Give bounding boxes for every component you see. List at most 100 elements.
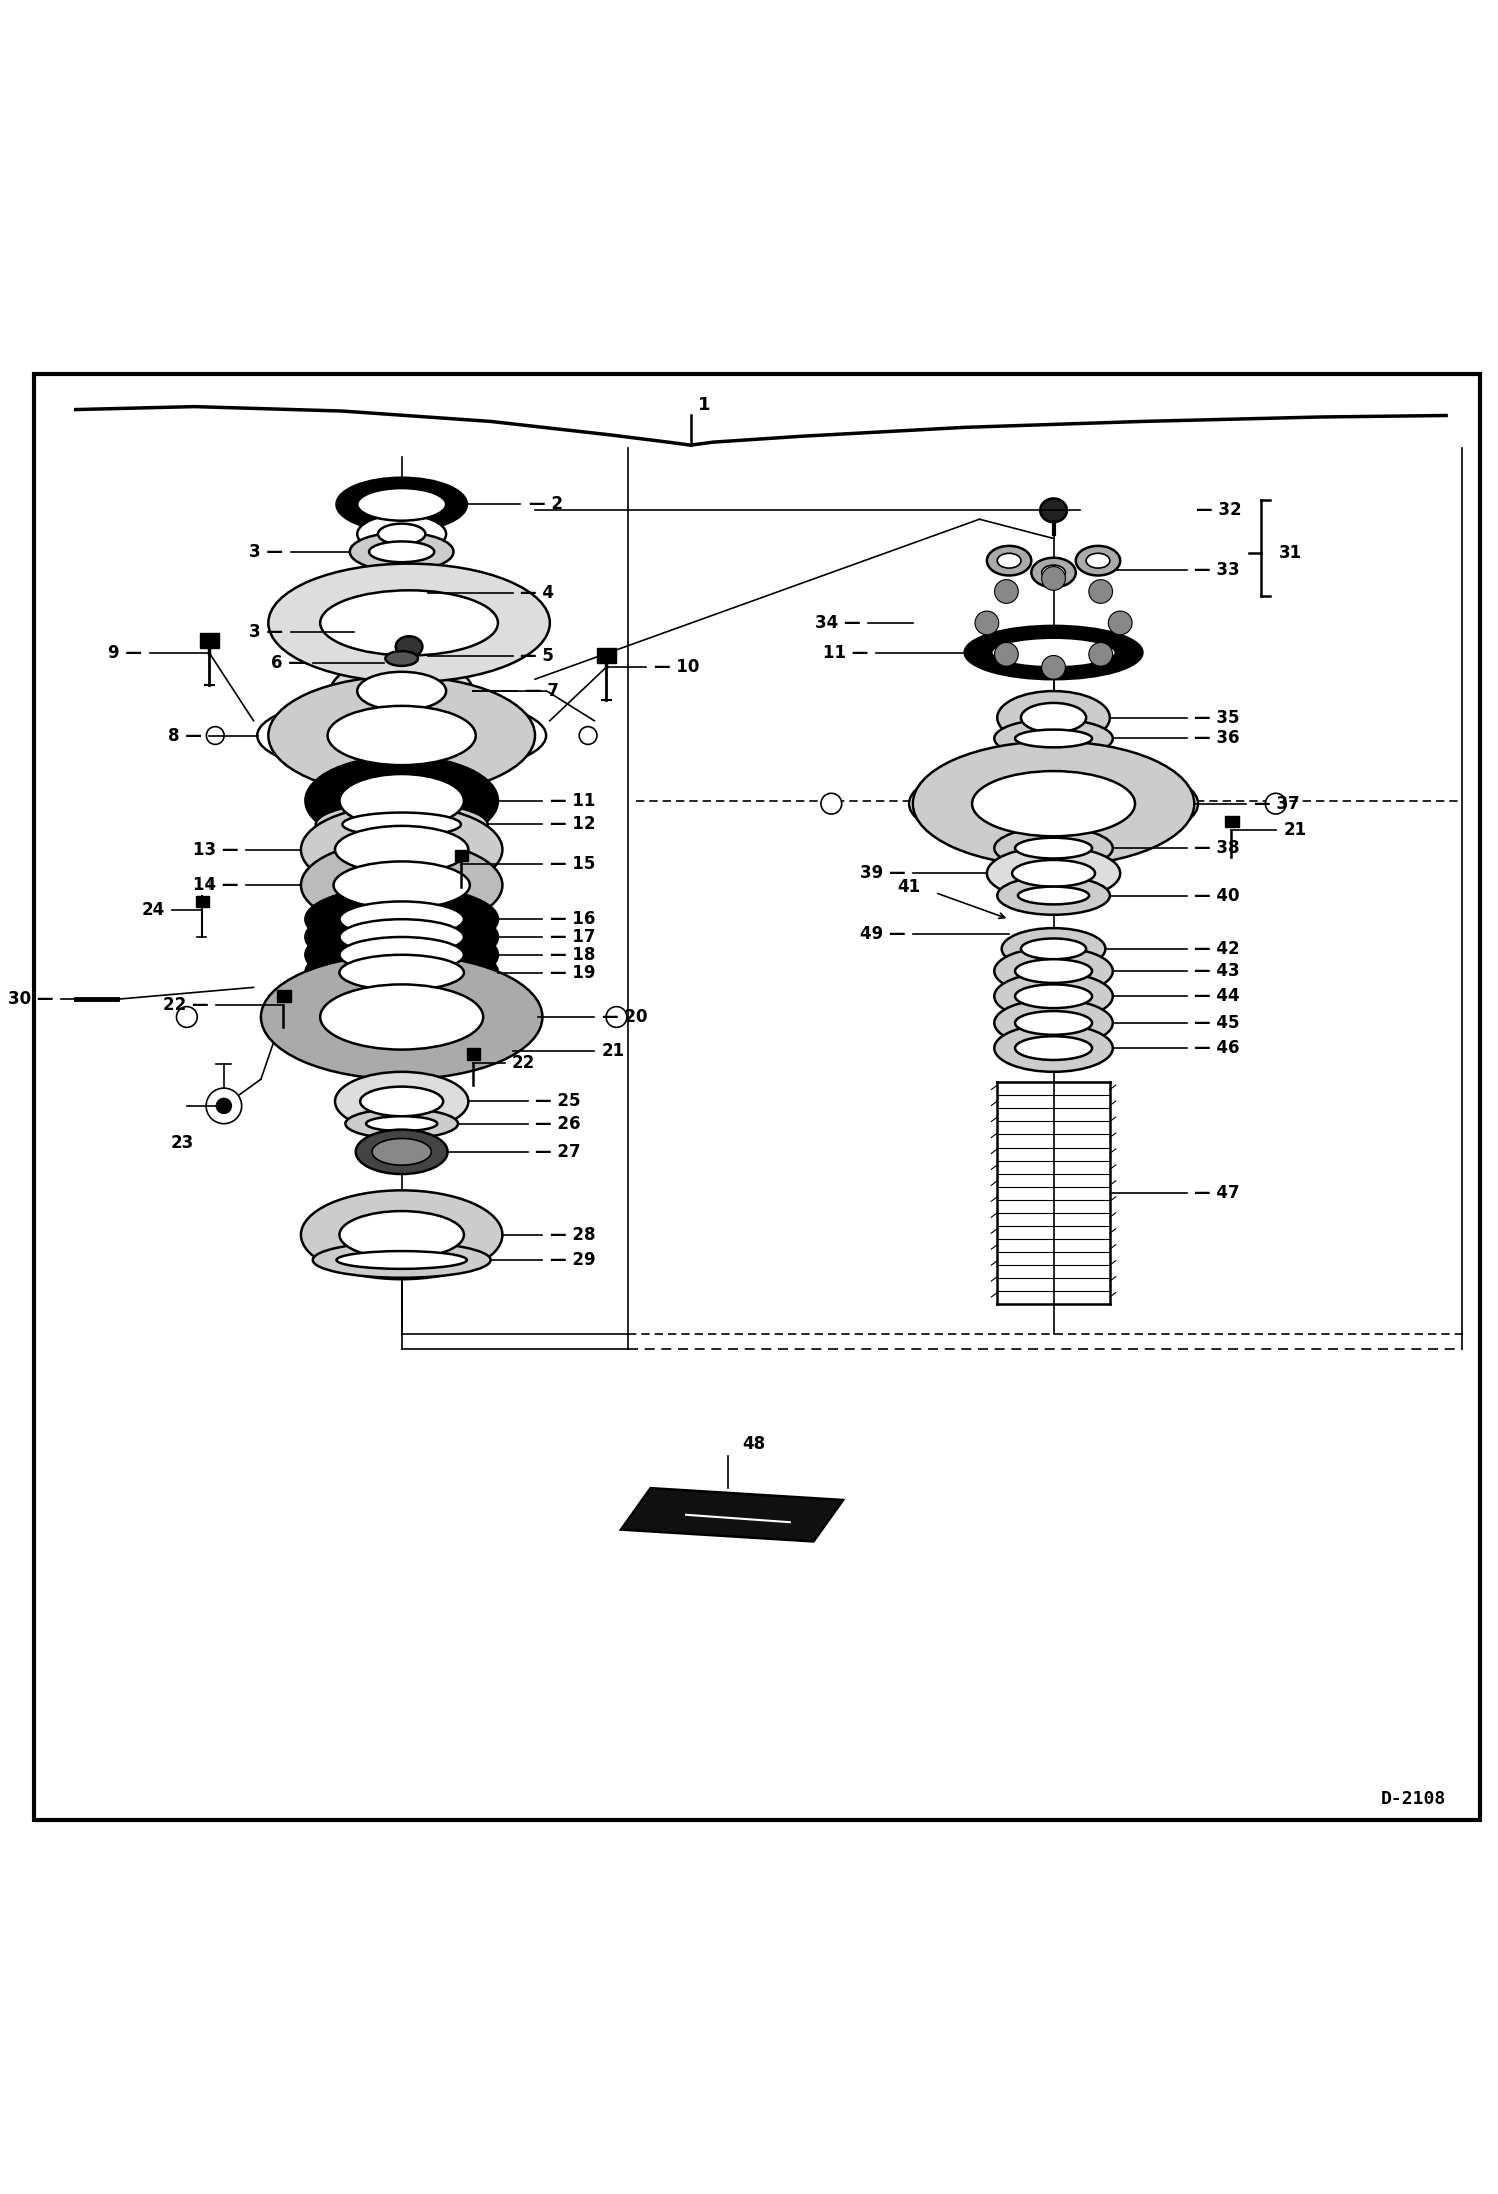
Text: 24: 24 (141, 902, 165, 919)
Text: |: | (207, 878, 211, 889)
Text: 22 —: 22 — (163, 996, 210, 1014)
Circle shape (1089, 579, 1113, 603)
Text: 3 —: 3 — (249, 623, 283, 641)
Text: — 5: — 5 (520, 647, 554, 665)
Ellipse shape (987, 847, 1121, 900)
Ellipse shape (301, 840, 502, 930)
Ellipse shape (306, 904, 497, 970)
Ellipse shape (331, 658, 473, 724)
Circle shape (607, 1007, 626, 1027)
Text: 6 —: 6 — (271, 654, 306, 671)
Ellipse shape (1031, 557, 1076, 588)
Circle shape (217, 1099, 231, 1112)
Ellipse shape (912, 742, 1194, 867)
Text: 11 —: 11 — (822, 643, 869, 663)
Text: — 47: — 47 (1194, 1185, 1240, 1202)
Ellipse shape (995, 720, 1113, 757)
Text: 23: 23 (171, 1134, 195, 1152)
Ellipse shape (351, 533, 454, 570)
Text: — 11: — 11 (550, 792, 595, 810)
Ellipse shape (1016, 731, 1092, 748)
Circle shape (1266, 794, 1287, 814)
Text: 14 —: 14 — (193, 875, 238, 895)
Ellipse shape (998, 553, 1022, 568)
Text: 1: 1 (698, 397, 710, 415)
Circle shape (1041, 656, 1065, 680)
Ellipse shape (360, 1086, 443, 1117)
Ellipse shape (987, 546, 1031, 575)
Ellipse shape (316, 803, 488, 847)
Ellipse shape (313, 1242, 490, 1277)
Bar (201, 634, 219, 647)
Ellipse shape (336, 1073, 469, 1132)
Text: — 12: — 12 (550, 816, 595, 834)
Text: — 38: — 38 (1194, 838, 1240, 858)
Ellipse shape (1019, 886, 1089, 904)
Text: — 20: — 20 (602, 1007, 647, 1027)
Ellipse shape (336, 825, 469, 873)
Text: — 15: — 15 (550, 856, 595, 873)
Ellipse shape (268, 564, 550, 682)
Text: 21: 21 (1284, 821, 1306, 840)
Bar (196, 895, 210, 908)
Ellipse shape (1016, 1011, 1092, 1036)
Ellipse shape (998, 875, 1110, 915)
Ellipse shape (306, 939, 497, 1005)
Ellipse shape (340, 937, 464, 972)
Ellipse shape (1022, 702, 1086, 733)
Text: 30 —: 30 — (7, 989, 54, 1009)
Ellipse shape (340, 1211, 464, 1259)
Bar (467, 1049, 481, 1060)
Ellipse shape (995, 948, 1113, 994)
Ellipse shape (337, 1251, 467, 1268)
Ellipse shape (321, 985, 484, 1049)
Ellipse shape (992, 638, 1116, 667)
Circle shape (1041, 566, 1065, 590)
Bar (277, 989, 291, 1003)
Circle shape (995, 579, 1019, 603)
Ellipse shape (372, 1139, 431, 1165)
Text: — 43: — 43 (1194, 963, 1240, 981)
Ellipse shape (1040, 498, 1067, 522)
Ellipse shape (1041, 566, 1065, 579)
Text: 13 —: 13 — (193, 840, 238, 858)
Ellipse shape (1013, 860, 1095, 886)
Ellipse shape (972, 770, 1135, 836)
Text: — 32: — 32 (1195, 500, 1242, 520)
Ellipse shape (1016, 838, 1092, 858)
Ellipse shape (321, 590, 497, 656)
Ellipse shape (909, 757, 1198, 849)
Text: — 45: — 45 (1194, 1014, 1240, 1031)
Ellipse shape (301, 1191, 502, 1279)
Text: 41: 41 (897, 878, 920, 895)
Circle shape (207, 726, 225, 744)
Ellipse shape (343, 812, 461, 836)
Text: 9 —: 9 — (108, 643, 142, 663)
Ellipse shape (1016, 985, 1092, 1007)
Ellipse shape (354, 612, 449, 652)
Text: — 17: — 17 (550, 928, 595, 946)
Text: 34 —: 34 — (815, 614, 861, 632)
Ellipse shape (372, 621, 431, 643)
Ellipse shape (357, 516, 446, 553)
Ellipse shape (261, 954, 542, 1079)
Circle shape (580, 726, 598, 744)
Ellipse shape (340, 919, 464, 954)
Ellipse shape (995, 998, 1113, 1047)
Ellipse shape (366, 1117, 437, 1132)
Ellipse shape (268, 676, 535, 794)
Ellipse shape (995, 1025, 1113, 1073)
Ellipse shape (265, 968, 539, 1066)
Text: — 36: — 36 (1194, 728, 1240, 748)
Ellipse shape (340, 902, 464, 937)
Ellipse shape (346, 1108, 458, 1139)
Ellipse shape (1002, 928, 1106, 970)
Text: — 44: — 44 (1194, 987, 1240, 1005)
Polygon shape (622, 1488, 843, 1542)
Ellipse shape (385, 652, 418, 665)
Text: 22: 22 (511, 1053, 535, 1073)
Ellipse shape (965, 625, 1143, 680)
Ellipse shape (258, 695, 547, 777)
Text: — 29: — 29 (550, 1251, 595, 1268)
Bar (598, 647, 617, 663)
